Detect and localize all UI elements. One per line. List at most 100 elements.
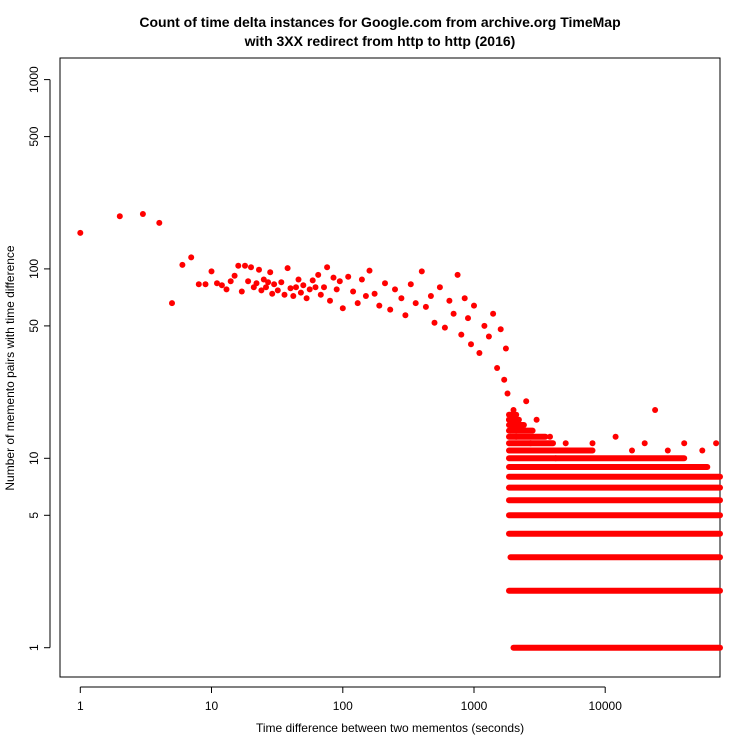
data-point-74 — [446, 297, 453, 304]
data-point-57 — [362, 293, 369, 299]
data-point-88 — [501, 376, 508, 383]
data-point-35 — [290, 293, 297, 299]
data-point-83 — [481, 322, 488, 329]
data-point-9 — [208, 268, 215, 275]
data-point-37 — [295, 276, 302, 283]
data-point-85 — [490, 310, 497, 317]
data-point-4 — [169, 300, 175, 307]
data-point-56 — [358, 276, 365, 283]
data-point-94 — [513, 433, 520, 440]
data-point-109 — [664, 447, 671, 454]
data-point-61 — [382, 280, 388, 287]
data-point-10 — [214, 280, 220, 287]
data-point-30 — [274, 287, 281, 294]
data-point-33 — [284, 265, 291, 272]
data-point-11 — [218, 282, 225, 289]
data-point-106 — [629, 447, 635, 454]
data-point-112 — [713, 440, 720, 447]
data-point-111 — [699, 447, 706, 454]
data-point-86 — [494, 365, 501, 371]
data-point-108 — [652, 407, 659, 413]
data-point-69 — [422, 303, 429, 310]
data-point-6 — [188, 254, 195, 261]
x-tick-label-10000: 10000 — [589, 699, 623, 713]
data-point-71 — [431, 319, 438, 326]
data-point-31 — [278, 279, 285, 286]
data-point-21 — [253, 280, 260, 287]
data-point-91 — [506, 416, 512, 423]
data-point-46 — [321, 284, 327, 291]
data-point-53 — [345, 273, 352, 280]
data-point-12 — [223, 286, 230, 293]
y-tick-label-100: 100 — [27, 259, 41, 279]
data-point-98 — [533, 416, 540, 423]
data-point-90 — [504, 390, 511, 397]
data-point-27 — [267, 269, 274, 276]
data-point-34 — [287, 285, 294, 292]
data-point-8 — [202, 281, 209, 288]
data-point-76 — [454, 271, 461, 278]
data-point-97 — [527, 440, 534, 447]
data-point-32 — [281, 291, 288, 298]
data-point-50 — [333, 286, 340, 293]
data-point-42 — [309, 277, 316, 284]
data-point-58 — [366, 267, 373, 274]
data-point-100 — [547, 433, 553, 440]
data-point-89 — [502, 345, 509, 352]
data-point-66 — [407, 281, 414, 288]
y-tick-label-1000: 1000 — [27, 66, 41, 93]
data-point-73 — [441, 324, 448, 331]
data-point-36 — [293, 284, 299, 291]
data-point-17 — [242, 262, 248, 269]
data-point-102 — [562, 440, 569, 447]
data-point-99 — [539, 447, 545, 454]
data-point-65 — [402, 312, 409, 319]
data-point-75 — [450, 310, 457, 317]
data-point-47 — [324, 264, 331, 271]
y-tick-label-50: 50 — [27, 319, 41, 333]
data-point-55 — [354, 300, 361, 307]
data-point-18 — [245, 278, 252, 285]
data-point-67 — [412, 300, 419, 307]
data-point-63 — [392, 286, 398, 293]
y-tick-label-1: 1 — [27, 644, 41, 651]
data-point-59 — [371, 290, 378, 297]
data-point-78 — [461, 295, 468, 302]
data-point-96 — [523, 398, 530, 405]
x-tick-label-1: 1 — [77, 699, 84, 713]
chart-title-line-1: Count of time delta instances for Google… — [139, 14, 620, 30]
y-axis: 1 5 10 50 100 500 1000 — [27, 66, 51, 651]
plot-frame — [59, 57, 721, 678]
data-point-26 — [265, 279, 272, 286]
data-point-64 — [398, 295, 405, 302]
data-point-43 — [312, 284, 319, 291]
data-point-107 — [641, 440, 648, 447]
data-point-48 — [327, 297, 333, 304]
data-point-70 — [427, 293, 434, 299]
data-point-22 — [256, 266, 262, 273]
data-point-84 — [485, 333, 492, 340]
x-axis: 1 10 100 1000 10000 — [77, 686, 623, 713]
chart-title-line-2: with 3XX redirect from http to http (201… — [244, 33, 516, 49]
x-axis-label: Time difference between two mementos (se… — [256, 721, 524, 735]
data-point-14 — [231, 272, 238, 279]
data-point-60 — [376, 302, 383, 309]
data-point-19 — [248, 264, 254, 271]
data-point-87 — [497, 326, 504, 333]
data-point-40 — [303, 295, 310, 302]
data-point-44 — [315, 271, 322, 278]
data-point-93 — [510, 407, 517, 413]
data-point-45 — [317, 291, 324, 298]
data-point-104 — [589, 440, 596, 447]
data-point-103 — [573, 447, 580, 454]
data-point-80 — [468, 341, 474, 348]
data-point-2 — [139, 211, 146, 217]
data-point-25 — [263, 284, 269, 291]
data-point-23 — [258, 287, 265, 294]
data-point-82 — [476, 350, 483, 356]
data-point-29 — [271, 281, 278, 288]
data-point-24 — [260, 276, 267, 283]
data-point-7 — [195, 281, 202, 288]
data-point-13 — [227, 278, 234, 285]
